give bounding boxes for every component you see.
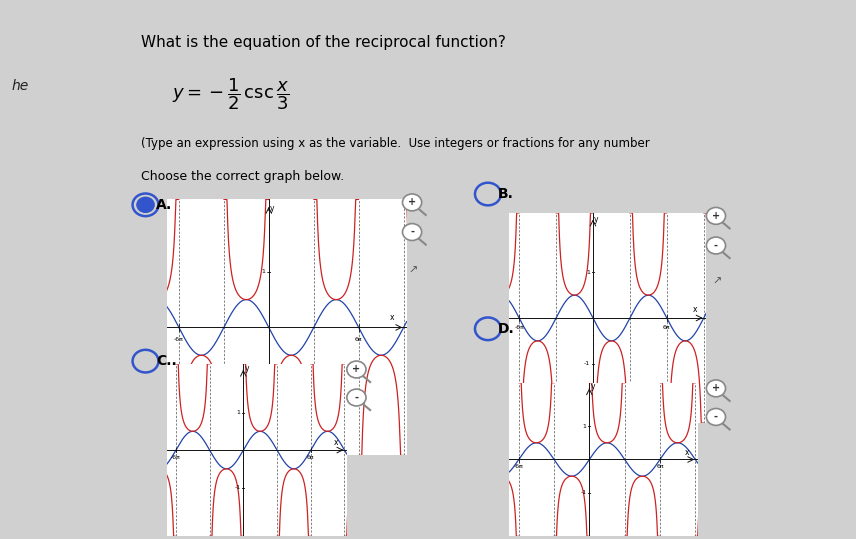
Text: (Type an expression using x as the variable.  Use integers or fractions for any : (Type an expression using x as the varia…	[141, 137, 650, 150]
Text: -: -	[714, 240, 718, 251]
Text: y: y	[270, 204, 275, 212]
Circle shape	[347, 389, 366, 406]
Text: A.: A.	[156, 198, 172, 212]
Text: x: x	[390, 313, 395, 322]
Circle shape	[706, 237, 726, 254]
Text: 1: 1	[261, 270, 265, 274]
Text: +: +	[408, 197, 416, 208]
Text: he: he	[11, 79, 28, 93]
Text: 6π: 6π	[307, 455, 314, 460]
Text: -6π: -6π	[171, 455, 181, 460]
Text: 1: 1	[582, 424, 586, 429]
Circle shape	[706, 409, 726, 425]
Circle shape	[137, 197, 154, 212]
Text: 6π: 6π	[663, 326, 670, 330]
Text: 1: 1	[586, 270, 590, 275]
Text: What is the equation of the reciprocal function?: What is the equation of the reciprocal f…	[141, 35, 506, 50]
Text: Choose the correct graph below.: Choose the correct graph below.	[141, 170, 344, 183]
Text: y: y	[245, 364, 249, 374]
Text: -6π: -6π	[514, 326, 524, 330]
Text: +: +	[712, 211, 720, 221]
Text: 6π: 6π	[657, 464, 663, 469]
Text: x: x	[685, 448, 689, 457]
Text: +: +	[712, 383, 720, 393]
Text: -: -	[410, 227, 414, 237]
Text: -1: -1	[584, 361, 590, 366]
Text: ↗: ↗	[713, 277, 722, 286]
Text: +: +	[353, 364, 360, 375]
Text: y: y	[591, 382, 595, 391]
Text: -1: -1	[580, 490, 586, 495]
Text: x: x	[693, 305, 697, 314]
Text: -6π: -6π	[514, 464, 524, 469]
Text: C..: C..	[156, 354, 176, 368]
Text: -6π: -6π	[174, 337, 184, 342]
Text: -1: -1	[259, 381, 265, 385]
Text: 1: 1	[236, 410, 241, 415]
Text: y: y	[594, 215, 598, 224]
Text: $y = -\dfrac{1}{2}\,\mathrm{csc}\,\dfrac{x}{3}$: $y = -\dfrac{1}{2}\,\mathrm{csc}\,\dfrac…	[172, 77, 289, 112]
Text: D.: D.	[498, 322, 515, 336]
Circle shape	[706, 380, 726, 397]
Text: x: x	[335, 438, 339, 447]
Text: -: -	[354, 392, 359, 403]
Circle shape	[402, 224, 422, 240]
Text: B.: B.	[498, 187, 514, 201]
Text: 6π: 6π	[355, 337, 362, 342]
Text: ↗: ↗	[409, 266, 418, 275]
Circle shape	[347, 361, 366, 378]
Circle shape	[706, 208, 726, 224]
Circle shape	[402, 194, 422, 211]
Text: -: -	[714, 412, 718, 422]
Text: -1: -1	[235, 485, 241, 490]
